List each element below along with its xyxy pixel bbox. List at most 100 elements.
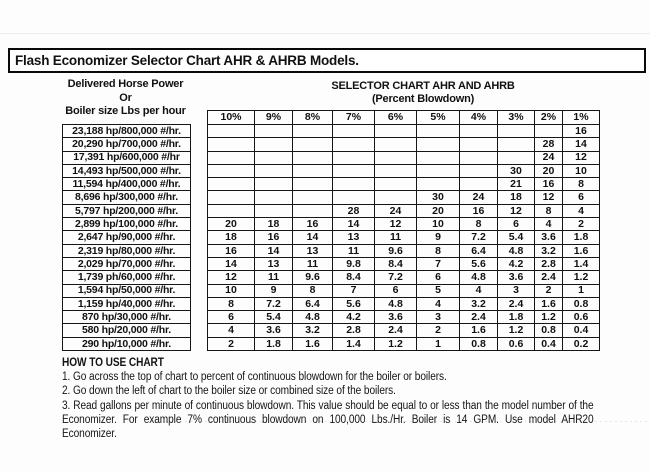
data-cell: 0.4: [562, 323, 600, 338]
column-gap: [191, 204, 208, 217]
data-cell: 14: [562, 137, 600, 152]
header-spacer: [63, 111, 191, 125]
data-cell: [332, 177, 375, 192]
data-cell: 8: [459, 217, 498, 232]
data-cell: 20: [534, 163, 563, 179]
data-cell: 12: [562, 150, 600, 165]
data-cell: [459, 177, 498, 192]
data-cell: [207, 137, 255, 152]
column-gap: [191, 271, 208, 284]
data-cell: 16: [254, 230, 293, 245]
how-to-use-heading: HOW TO USE CHART: [62, 357, 164, 369]
data-cell: [459, 150, 498, 165]
data-cell: 0.2: [562, 336, 600, 352]
data-cell: 10: [416, 217, 460, 232]
selector-table: 10% 9% 8% 7% 6% 5% 4% 3% 2% 1% 23,188 hp/800,000 #…: [62, 110, 600, 352]
data-cell: 12: [374, 217, 417, 232]
column-gap: [191, 125, 208, 138]
data-cell: 20: [207, 217, 255, 232]
data-cell: 28: [534, 137, 563, 152]
data-cell: 2.8: [332, 323, 375, 338]
column-header: 2%: [534, 110, 563, 125]
data-cell: 30: [416, 190, 460, 205]
data-cell: [497, 123, 535, 139]
row-label: 23,188 hp/800,000 #/hr.: [62, 123, 191, 139]
row-label: 290 hp/10,000 #/hr.: [62, 336, 191, 352]
data-cell: 8: [292, 283, 333, 298]
column-gap: [191, 151, 208, 164]
data-cell: 2: [416, 323, 460, 338]
data-cell: 14: [254, 243, 293, 258]
column-gap: [191, 178, 208, 191]
data-cell: 4.8: [459, 270, 498, 285]
scan-artifact-line-top: [0, 33, 650, 34]
table-row: 5,797 hp/200,000 #/hr. 28 24 20 16 12 8 4: [62, 203, 600, 219]
table-row: 870 hp/30,000 #/hr. 6 5.4 4.8 4.2 3.6 3 2.4 1.8 1…: [62, 310, 600, 325]
data-cell: 16: [292, 217, 333, 232]
data-cell: 0.8: [459, 336, 498, 352]
column-header: 5%: [416, 110, 460, 125]
data-cell: 13: [292, 243, 333, 258]
data-cell: [292, 190, 333, 205]
table-row: 2,899 hp/100,000 #/hr. 20 18 16 14 12 10 8 6 4 2: [62, 217, 600, 232]
row-label: 5,797 hp/200,000 #/hr.: [62, 203, 191, 219]
data-cell: 14: [332, 217, 375, 232]
data-cell: [332, 190, 375, 205]
data-cell: 24: [374, 203, 417, 219]
data-cell: 4.8: [497, 243, 535, 258]
row-label: 11,594 hp/400,000 #/hr.: [62, 177, 191, 192]
data-cell: [254, 203, 293, 219]
column-header: 6%: [374, 110, 417, 125]
data-cell: 5.4: [254, 310, 293, 325]
data-cell: 8: [207, 296, 255, 312]
data-cell: 1.6: [562, 243, 600, 258]
how-to-use-step: 1. Go across the top of chart to percent…: [62, 371, 447, 384]
data-cell: 28: [332, 203, 375, 219]
data-cell: 6: [374, 283, 417, 298]
data-cell: 9.6: [292, 270, 333, 285]
data-cell: [254, 137, 293, 152]
table-row: 290 hp/10,000 #/hr. 2 1.8 1.6 1.4 1.2 1 0.8 0.6 0…: [62, 336, 600, 352]
data-cell: 4.2: [497, 256, 535, 272]
table-row: 14,493 hp/500,000 #/hr. 30 20 10: [62, 163, 600, 179]
data-cell: 5.6: [332, 296, 375, 312]
row-label: 870 hp/30,000 #/hr.: [62, 310, 191, 325]
data-cell: 0.8: [534, 323, 563, 338]
column-header: 1%: [562, 110, 600, 125]
data-cell: 2.8: [534, 256, 563, 272]
data-cell: 0.6: [562, 310, 600, 325]
column-gap: [191, 164, 208, 177]
data-cell: 14: [292, 230, 333, 245]
data-cell: [207, 150, 255, 165]
data-cell: 6: [497, 217, 535, 232]
data-cell: [459, 163, 498, 179]
data-cell: 16: [534, 177, 563, 192]
data-cell: [254, 177, 293, 192]
data-cell: 7: [416, 256, 460, 272]
data-cell: 3.6: [374, 310, 417, 325]
column-gap: [191, 284, 208, 297]
column-header: 10%: [207, 110, 255, 125]
selector-chart-header: SELECTOR CHART AHR AND AHRB (Percent Blo…: [293, 80, 553, 106]
data-cell: 3: [416, 310, 460, 325]
data-cell: 4.2: [332, 310, 375, 325]
data-cell: 4: [459, 283, 498, 298]
row-label: 2,029 hp/70,000 #/hr.: [62, 256, 191, 272]
data-cell: [292, 137, 333, 152]
data-cell: [292, 163, 333, 179]
data-cell: 4: [562, 203, 600, 219]
data-cell: [374, 190, 417, 205]
page-title: Flash Economizer Selector Chart AHR & AH…: [15, 53, 359, 68]
data-cell: [332, 150, 375, 165]
data-cell: 24: [459, 190, 498, 205]
row-label: 2,899 hp/100,000 #/hr.: [62, 217, 191, 232]
data-cell: 1.6: [534, 296, 563, 312]
data-cell: [332, 163, 375, 179]
data-cell: 0.4: [534, 336, 563, 352]
data-cell: 18: [497, 190, 535, 205]
data-cell: 1: [562, 283, 600, 298]
table-row: 2,029 hp/70,000 #/hr. 14 13 11 9.8 8.4 7 5.6 4.2…: [62, 256, 600, 272]
table-row: 1,594 hp/50,000 #/hr. 10 9 8 7 6 5 4 3 2 1: [62, 283, 600, 298]
data-cell: 1.6: [292, 336, 333, 352]
